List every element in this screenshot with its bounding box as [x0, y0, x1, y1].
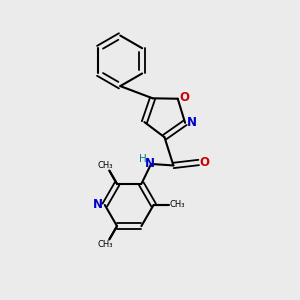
Text: N: N — [187, 116, 196, 129]
Text: CH₃: CH₃ — [98, 240, 113, 249]
Text: H: H — [139, 154, 147, 164]
Text: N: N — [93, 199, 103, 212]
Text: CH₃: CH₃ — [98, 161, 113, 170]
Text: O: O — [200, 156, 210, 169]
Text: N: N — [145, 157, 154, 169]
Text: O: O — [179, 91, 189, 104]
Text: CH₃: CH₃ — [169, 200, 185, 209]
